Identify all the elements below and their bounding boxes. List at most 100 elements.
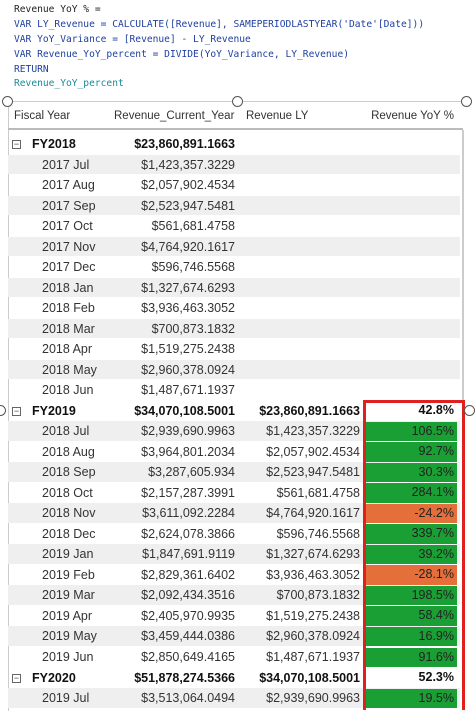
value-cell: $1,847,691.9119 (142, 547, 235, 562)
value-cell: $1,519,275.2438 (141, 342, 235, 357)
highlight-box (363, 399, 465, 710)
collapse-icon[interactable]: − (12, 672, 21, 683)
value-cell: $2,057,902.4534 (141, 178, 235, 193)
yoy-cell: 52.3% (366, 668, 457, 688)
value-cell: $700,873.1832 (276, 588, 360, 603)
row-label: 2018 May (42, 362, 97, 377)
code-line: Revenue_YoY_percent (14, 78, 124, 89)
yoy-cell: 106.5% (366, 421, 457, 442)
code-line: RETURN (14, 64, 49, 75)
resize-handle[interactable] (2, 96, 13, 107)
value-cell: $1,327,674.6293 (266, 547, 360, 562)
yoy-cell: 91.6% (366, 647, 457, 667)
value-cell: $3,611,092.2284 (142, 506, 235, 521)
value-cell: $3,287,605.934 (148, 465, 235, 480)
column-header: Revenue LY (246, 110, 309, 122)
value-cell: $34,070,108.5001 (259, 670, 360, 685)
row-stripe (8, 421, 460, 441)
value-cell: $1,487,671.1937 (141, 383, 235, 398)
row-label: 2018 Sep (42, 465, 96, 480)
yoy-cell: -24.2% (366, 503, 457, 524)
value-cell: $23,860,891.1663 (134, 137, 235, 151)
group-label[interactable]: FY2020 (32, 670, 76, 685)
row-label: 2018 Jan (42, 280, 94, 295)
row-label: 2019 Jan (42, 547, 94, 562)
value-cell: $2,157,287.3991 (141, 485, 235, 500)
value-cell: $3,459,444.0386 (141, 629, 235, 644)
row-stripe (8, 544, 460, 564)
row-label: 2018 Nov (42, 506, 96, 521)
value-cell: $561,681.4758 (276, 485, 360, 500)
resize-handle[interactable] (461, 96, 472, 107)
row-label: 2018 Dec (42, 526, 96, 541)
value-cell: $2,624,078.3866 (141, 526, 235, 541)
group-label[interactable]: FY2019 (32, 403, 76, 418)
value-cell: $34,070,108.5001 (134, 403, 235, 418)
code-line: VAR LY_Revenue = CALCULATE([Revenue], SA… (14, 19, 425, 30)
row-stripe (8, 277, 460, 298)
row-label: 2019 May (42, 629, 97, 644)
value-cell: $2,850,649.4165 (141, 650, 235, 664)
collapse-icon[interactable]: − (12, 405, 21, 416)
value-cell: $2,960,378.0924 (266, 629, 360, 644)
value-cell: $596,746.5568 (151, 260, 235, 275)
collapse-icon[interactable]: − (12, 139, 21, 149)
value-cell: $1,487,671.1937 (266, 650, 360, 664)
value-cell: $2,939,690.9963 (141, 424, 235, 439)
row-label: 2017 Aug (42, 178, 95, 193)
row-label: 2017 Nov (42, 239, 96, 254)
row-label: 2018 Mar (42, 321, 95, 336)
column-header: Revenue YoY % (371, 110, 454, 122)
yoy-cell: 42.8% (366, 401, 457, 421)
row-label: 2017 Dec (42, 260, 96, 275)
row-label: 2019 Apr (42, 608, 93, 623)
group-label[interactable]: FY2018 (32, 137, 76, 151)
yoy-cell: 58.4% (366, 606, 457, 626)
value-cell: $1,519,275.2438 (266, 608, 360, 623)
value-cell: $2,939,690.9963 (266, 691, 360, 706)
value-cell: $700,873.1832 (151, 321, 235, 336)
code-line: Revenue YoY % = (14, 4, 101, 15)
yoy-cell: 198.5% (366, 585, 457, 606)
row-label: 2017 Oct (42, 219, 93, 234)
row-label: 2017 Jul (42, 157, 90, 172)
value-cell: $1,423,357.3229 (266, 424, 360, 439)
value-cell: $3,936,463.3052 (141, 301, 235, 316)
row-stripe (8, 462, 460, 482)
yoy-cell: 284.1% (366, 483, 457, 503)
resize-handle[interactable] (0, 405, 6, 416)
resize-handle[interactable] (232, 96, 243, 107)
yoy-cell: -28.1% (366, 565, 457, 585)
row-label: 2018 Jun (42, 383, 94, 398)
yoy-cell: 16.9% (366, 626, 457, 647)
row-stripe (8, 585, 460, 605)
value-cell: $2,960,378.0924 (141, 362, 235, 377)
column-header: Revenue_Current_Year (114, 110, 235, 122)
row-stripe (8, 688, 460, 708)
value-cell: $4,764,920.1617 (141, 239, 235, 254)
row-label: 2018 Apr (42, 342, 93, 357)
value-cell: $596,746.5568 (276, 526, 360, 541)
value-cell: $2,092,434.3516 (141, 588, 235, 603)
value-cell: $3,936,463.3052 (266, 567, 360, 582)
row-stripe (8, 318, 460, 339)
row-stripe (8, 154, 460, 175)
row-label: 2018 Feb (42, 301, 95, 316)
row-stripe (8, 626, 460, 646)
value-cell: $2,829,361.6402 (141, 567, 235, 582)
value-cell: $1,423,357.3229 (141, 157, 235, 172)
yoy-cell: 339.7% (366, 524, 457, 544)
value-cell: $2,405,970.9935 (141, 608, 235, 623)
value-cell: $51,878,274.5366 (134, 670, 235, 685)
code-line: VAR Revenue_YoY_percent = DIVIDE(YoY_Var… (14, 49, 350, 60)
row-stripe (8, 195, 460, 216)
value-cell: $2,057,902.4534 (266, 444, 360, 459)
row-label: 2018 Aug (42, 444, 95, 459)
row-stripe (8, 236, 460, 257)
resize-handle[interactable] (464, 405, 475, 416)
row-label: 2018 Jul (42, 424, 90, 439)
row-label: 2019 Mar (42, 588, 95, 603)
yoy-cell: 19.5% (366, 688, 457, 709)
code-line: VAR YoY_Variance = [Revenue] - LY_Revenu… (14, 34, 251, 45)
